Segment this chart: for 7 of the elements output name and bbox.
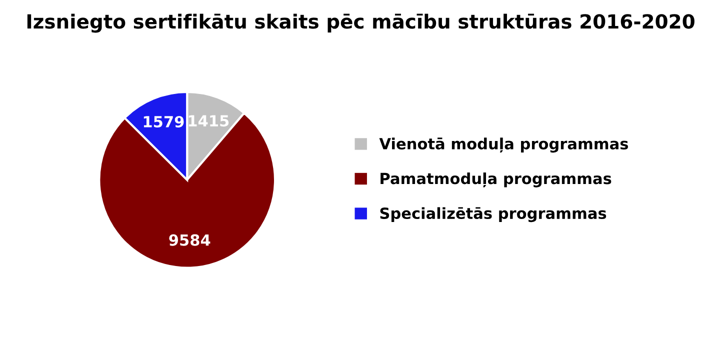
legend-label: Pamatmoduļa programmas	[380, 172, 612, 188]
legend-label: Specializētās programmas	[380, 207, 606, 222]
data-label: 9584	[169, 234, 210, 246]
data-label: 1415	[188, 115, 229, 127]
legend-label: Vienotā moduļa programmas	[379, 138, 628, 153]
chart-title: Izsniegto sertifikātu skaits pēc mācību struktūras 2016-2020	[27, 14, 694, 33]
data-label: 1579	[144, 116, 184, 128]
